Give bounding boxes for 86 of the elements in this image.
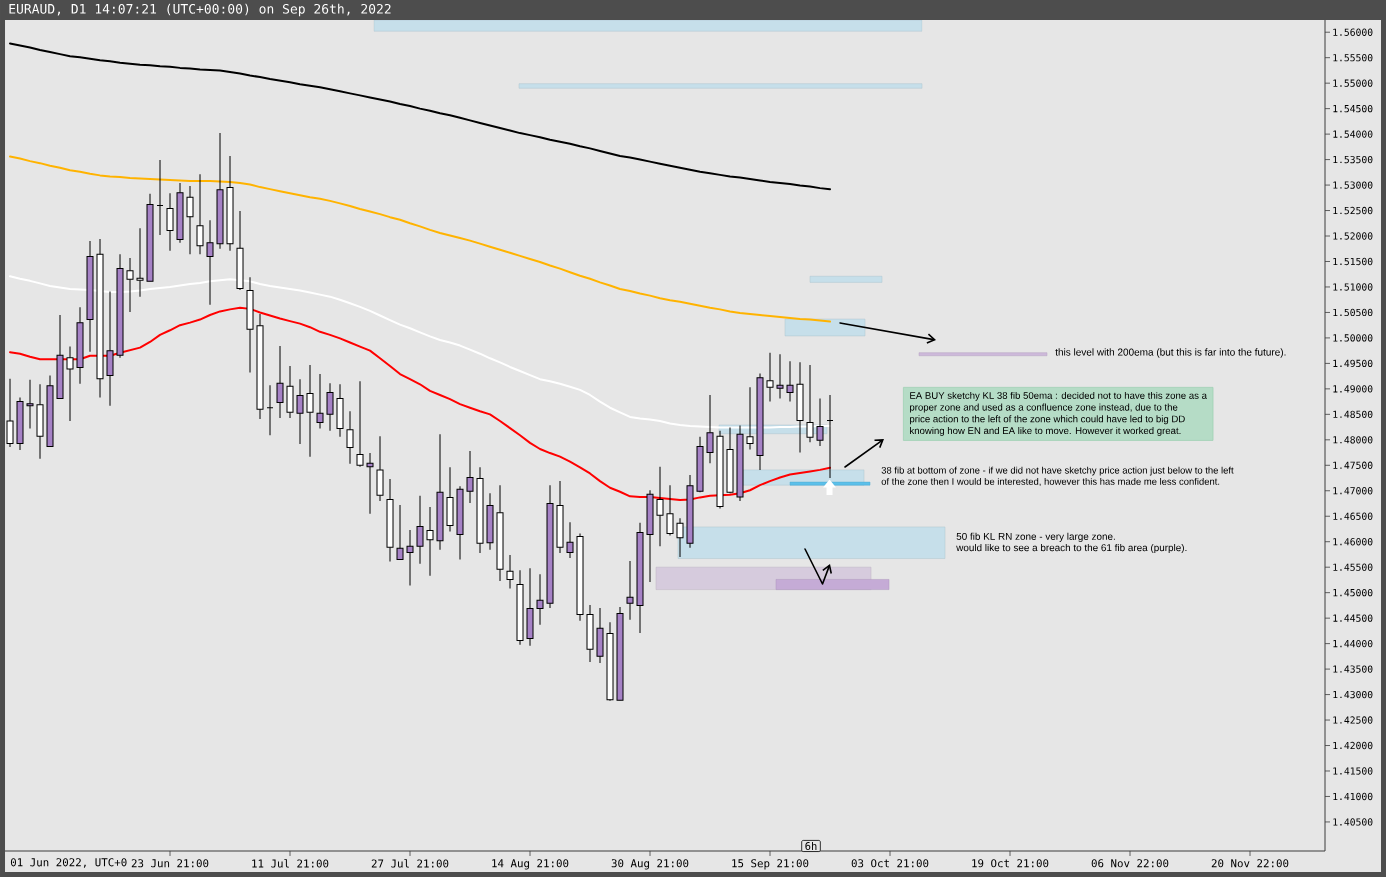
y-tick-label: 1.44000 xyxy=(1333,639,1373,648)
x-tick-label: 27 Jul 21:00 xyxy=(371,859,449,868)
annotation: 6h xyxy=(805,841,817,851)
y-tick-label: 1.45000 xyxy=(1333,589,1373,597)
candlestick xyxy=(366,452,374,515)
y-tick-label: 1.42000 xyxy=(1333,741,1373,750)
candlestick xyxy=(186,185,194,255)
annotation: EA BUY sketchy KL 38 fib 50ema : decided not to have this zone as a xyxy=(910,391,1207,401)
x-tick-label: 03 Oct 21:00 xyxy=(851,859,929,868)
candlestick xyxy=(466,450,474,504)
candlestick xyxy=(426,506,434,577)
x-tick-label: 11 Jul 21:00 xyxy=(252,859,329,868)
candlestick xyxy=(66,346,74,422)
annotation: this level with 200ema (but this is far into the future). xyxy=(1055,348,1286,358)
y-tick-label: 1.49500 xyxy=(1333,359,1373,368)
candlestick xyxy=(406,529,414,587)
y-tick-label: 1.54500 xyxy=(1333,104,1373,113)
x-tick-label: 06 Nov 22:00 xyxy=(1091,859,1169,868)
annotation: of the zone then I would be interested, however this has made me less confident. xyxy=(881,477,1220,486)
annotation: knowing how EN and EA like to move. However it worked great. xyxy=(910,426,1181,436)
annotation: 50 fib KL RN zone - very large zone. xyxy=(956,532,1115,542)
candlestick xyxy=(416,495,424,565)
y-tick-label: 1.51500 xyxy=(1333,257,1373,266)
y-tick-label: 1.56000 xyxy=(1333,28,1373,36)
y-tick-label: 1.48000 xyxy=(1333,436,1373,444)
y-tick-label: 1.55000 xyxy=(1333,79,1373,87)
candlestick xyxy=(396,504,404,561)
candlestick xyxy=(6,378,14,448)
y-tick-label: 1.49000 xyxy=(1333,385,1373,393)
candlestick xyxy=(706,394,714,464)
x-tick-label: 19 Oct 21:00 xyxy=(972,859,1049,868)
candlestick xyxy=(316,373,324,430)
chart-title: EURAUD, D1 14:07:21 (UTC+00:00) on Sep 26th, 2022 xyxy=(9,3,391,17)
candlestick xyxy=(666,484,674,537)
annotation: proper zone and used as a confluence zone instead, due to the xyxy=(910,403,1178,413)
x-tick-label: 23 Jun 21:00 xyxy=(131,859,209,868)
candlestick xyxy=(26,379,34,430)
y-tick-label: 1.43500 xyxy=(1333,665,1373,673)
y-tick-label: 1.52000 xyxy=(1333,232,1373,240)
candlestick xyxy=(776,353,784,400)
x-tick-label: 14 Aug 21:00 xyxy=(492,859,569,870)
candlestick xyxy=(276,345,284,419)
x-tick-label: 15 Sep 21:00 xyxy=(732,859,809,870)
y-tick-label: 1.46500 xyxy=(1333,512,1373,520)
y-tick-label: 1.42500 xyxy=(1333,716,1373,724)
annotation: 38 fib at bottom of zone - if we did not have sketchy price action just below to the left xyxy=(881,466,1234,476)
candlestick xyxy=(306,364,314,458)
candlestick xyxy=(356,380,364,468)
y-tick-label: 1.44500 xyxy=(1333,614,1373,622)
candlestick xyxy=(196,173,204,255)
y-tick-label: 1.51000 xyxy=(1333,283,1373,291)
y-tick-label: 1.47000 xyxy=(1333,487,1373,495)
y-tick-label: 1.41500 xyxy=(1333,767,1373,775)
y-tick-label: 1.46000 xyxy=(1333,538,1373,546)
candlestick xyxy=(566,521,574,559)
y-tick-label: 1.53000 xyxy=(1333,181,1373,189)
y-tick-label: 1.40500 xyxy=(1333,818,1373,826)
y-tick-label: 1.47500 xyxy=(1333,461,1373,469)
y-tick-label: 1.41000 xyxy=(1333,792,1373,801)
candlestick xyxy=(536,573,544,626)
candlestick xyxy=(346,410,354,465)
y-tick-label: 1.52500 xyxy=(1333,206,1373,215)
candlestick xyxy=(656,466,664,547)
y-tick-label: 1.55500 xyxy=(1333,54,1373,62)
annotation: price action to the left of the zone which could have led to big DD xyxy=(910,415,1185,425)
y-tick-label: 1.53500 xyxy=(1333,155,1373,164)
candlestick xyxy=(166,192,174,252)
candlestick xyxy=(676,517,684,558)
candlestick xyxy=(766,352,774,403)
y-tick-label: 1.50000 xyxy=(1333,334,1373,342)
y-tick-label: 1.48500 xyxy=(1333,410,1373,419)
candlestick xyxy=(786,360,794,403)
annotation: would like to see a breach to the 61 fib area (purple). xyxy=(956,543,1187,554)
candlestick xyxy=(626,560,634,621)
candlestick xyxy=(326,382,334,432)
candlestick xyxy=(506,554,514,590)
candlestick xyxy=(296,378,304,445)
y-tick-label: 1.50500 xyxy=(1333,308,1373,317)
y-tick-label: 1.45500 xyxy=(1333,563,1373,571)
x-tick-label: 20 Nov 22:00 xyxy=(1211,859,1289,868)
candlestick xyxy=(206,219,214,306)
text: 01 Jun 2022, UTC+0 xyxy=(10,858,127,868)
y-tick-label: 1.54000 xyxy=(1333,130,1373,138)
y-tick-label: 1.43000 xyxy=(1333,690,1373,699)
candlestick xyxy=(816,398,824,447)
x-tick-label: 30 Aug 21:00 xyxy=(611,859,689,870)
